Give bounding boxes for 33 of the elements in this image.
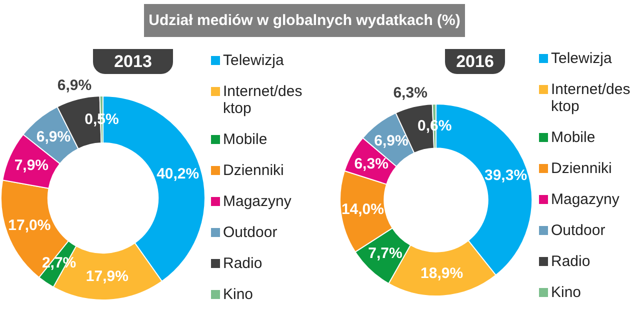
data-label: 17,0%	[8, 217, 51, 234]
chart-title: Udział mediów w globalnych wydatkach (%)	[144, 4, 465, 37]
data-label: 6,3%	[393, 84, 428, 102]
legend-label: Kino	[223, 286, 254, 303]
chart-subtitle: 2016	[445, 49, 505, 74]
legend-label: Radio	[223, 255, 264, 272]
legend-label: Telewizja	[551, 50, 613, 67]
data-label: 6,9%	[57, 77, 92, 94]
data-label: 2,7%	[42, 254, 76, 272]
data-label: 14,0%	[341, 201, 384, 218]
legend-label: Telewizja	[223, 52, 285, 69]
data-label: 39,3%	[484, 167, 528, 184]
legend-label: Outdoor	[551, 222, 606, 239]
data-label: 6,3%	[354, 156, 388, 173]
legend-label: Magazyny	[223, 193, 292, 210]
legend-label: Internet/desktop	[551, 81, 631, 115]
legend-label: Radio	[551, 253, 592, 270]
legend-label: Magazyny	[551, 191, 620, 208]
data-label: 7,9%	[14, 157, 49, 174]
data-label: 17,9%	[86, 268, 128, 285]
data-label: 6,9%	[36, 128, 71, 146]
data-label: 7,7%	[368, 245, 402, 262]
data-label: 40,2%	[156, 166, 200, 183]
legend-label: Dzienniki	[551, 160, 613, 177]
legend-label: Outdoor	[223, 224, 278, 241]
data-label: 6,9%	[374, 132, 408, 150]
legend-label: Internet/desktop	[223, 83, 303, 117]
data-label: 18,9%	[420, 265, 464, 282]
chart-subtitle: 2013	[93, 49, 173, 74]
legend-label: Mobile	[223, 131, 268, 148]
legend-label: Mobile	[551, 129, 596, 146]
legend-label: Dzienniki	[223, 162, 285, 179]
legend-label: Kino	[551, 284, 582, 301]
